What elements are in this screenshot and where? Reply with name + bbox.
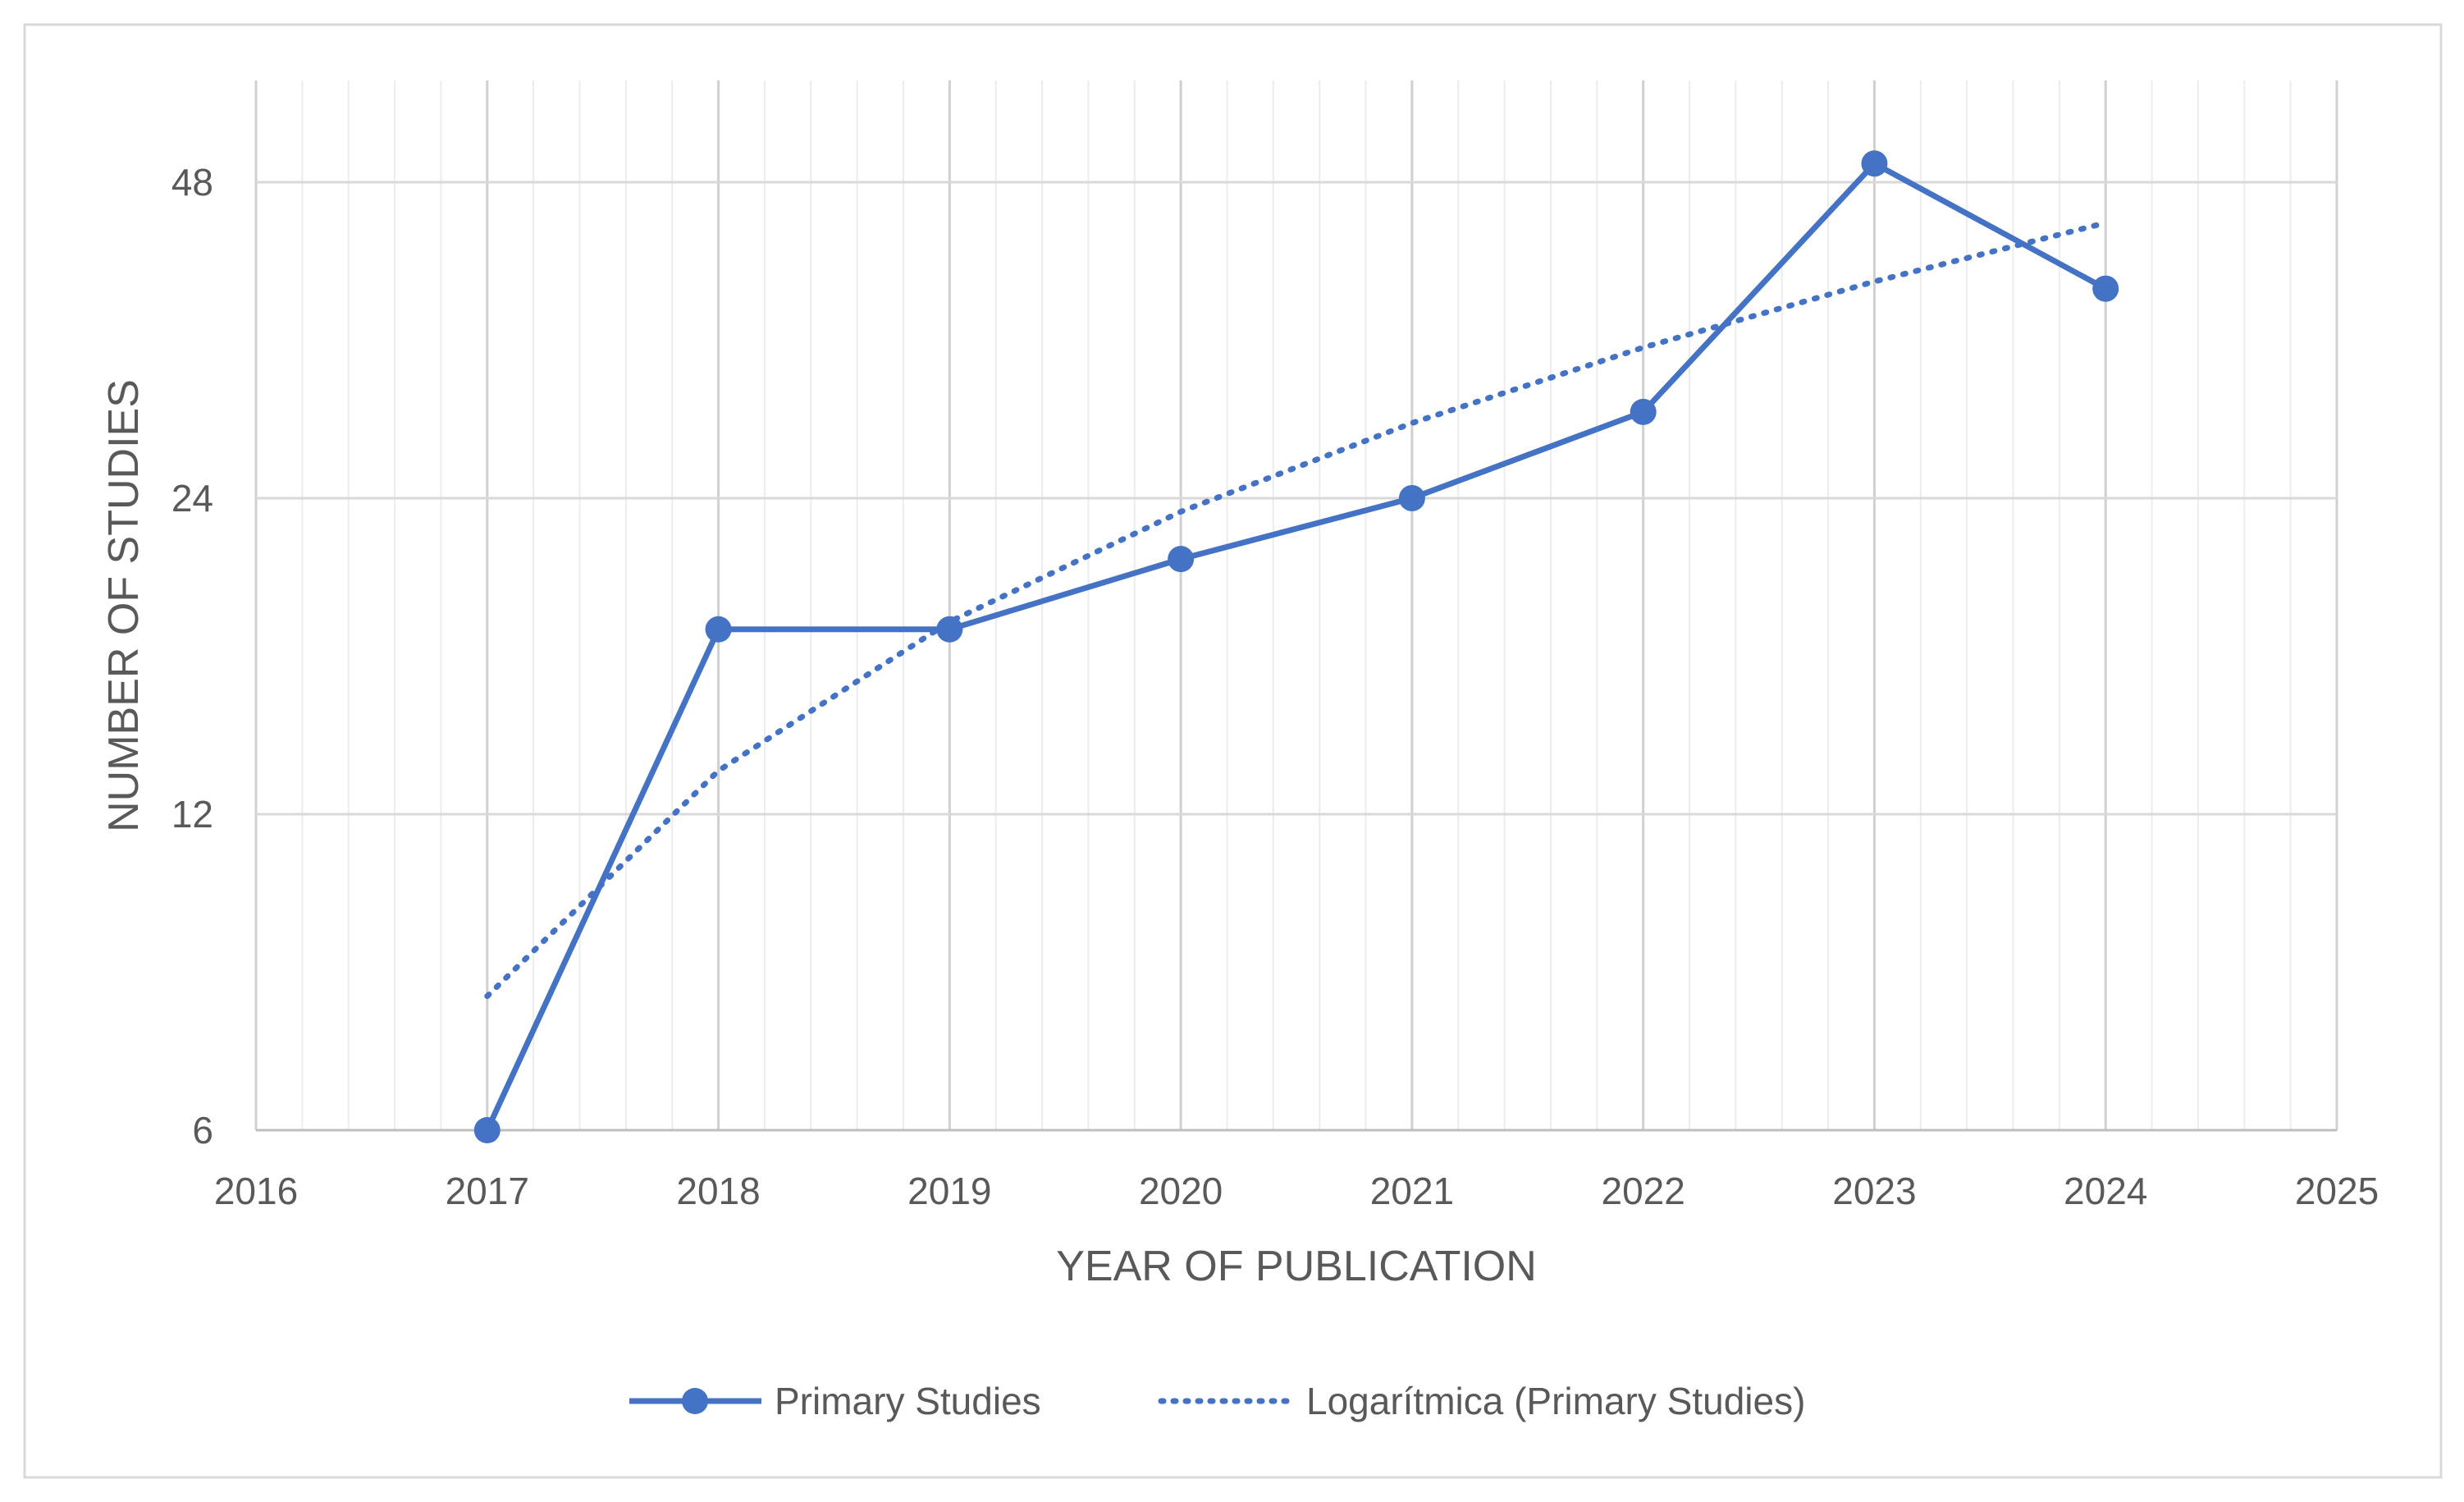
tick-labels: 2016 2017 2018 2019 2020 2021 2022 2023 2024 2025… xyxy=(171,161,2379,1212)
legend-label-primary-studies: Primary Studies xyxy=(775,1380,1041,1422)
data-point-2024 xyxy=(2092,275,2119,302)
x-tick-label-2021: 2021 xyxy=(1370,1170,1454,1212)
x-tick-label-2019: 2019 xyxy=(907,1170,991,1212)
data-point-2017 xyxy=(473,1117,501,1143)
x-tick-label-2024: 2024 xyxy=(2064,1170,2147,1212)
legend-item-logarithmic-trend: Logarítmica (Primary Studies) xyxy=(1158,1380,1805,1422)
x-tick-label-2016: 2016 xyxy=(214,1170,298,1212)
series-line-primary-studies xyxy=(484,160,2107,1132)
x-tick-label-2022: 2022 xyxy=(1601,1170,1685,1212)
legend: Primary Studies Logarítmica (Primary Stu… xyxy=(629,1380,1805,1422)
data-point-2021 xyxy=(1398,484,1425,511)
y-tick-label-6: 6 xyxy=(192,1109,213,1152)
y-axis-title: NUMBER OF STUDIES xyxy=(100,379,148,832)
trendline-logarithmic xyxy=(484,220,2109,1000)
x-tick-label-2023: 2023 xyxy=(1832,1170,1916,1212)
data-point-2020 xyxy=(1168,546,1195,573)
y-tick-label-24: 24 xyxy=(171,477,213,520)
x-tick-label-2018: 2018 xyxy=(676,1170,760,1212)
data-point-2022 xyxy=(1630,398,1657,425)
grid xyxy=(254,80,2338,1130)
data-point-2023 xyxy=(1861,150,1888,177)
x-tick-label-2017: 2017 xyxy=(446,1170,529,1212)
chart-border xyxy=(23,23,2443,1479)
y-tick-label-12: 12 xyxy=(171,793,213,836)
y-tick-label-48: 48 xyxy=(171,161,213,204)
x-tick-label-2020: 2020 xyxy=(1139,1170,1223,1212)
legend-label-logarithmic-trend: Logarítmica (Primary Studies) xyxy=(1306,1380,1805,1422)
x-axis-title: YEAR OF PUBLICATION xyxy=(1056,1243,1537,1290)
x-tick-label-2025: 2025 xyxy=(2295,1170,2379,1212)
data-point-2018 xyxy=(705,616,732,643)
legend-swatch-primary-marker xyxy=(682,1388,708,1414)
legend-item-primary-studies: Primary Studies xyxy=(629,1380,1041,1422)
series-layer xyxy=(473,150,2119,1143)
